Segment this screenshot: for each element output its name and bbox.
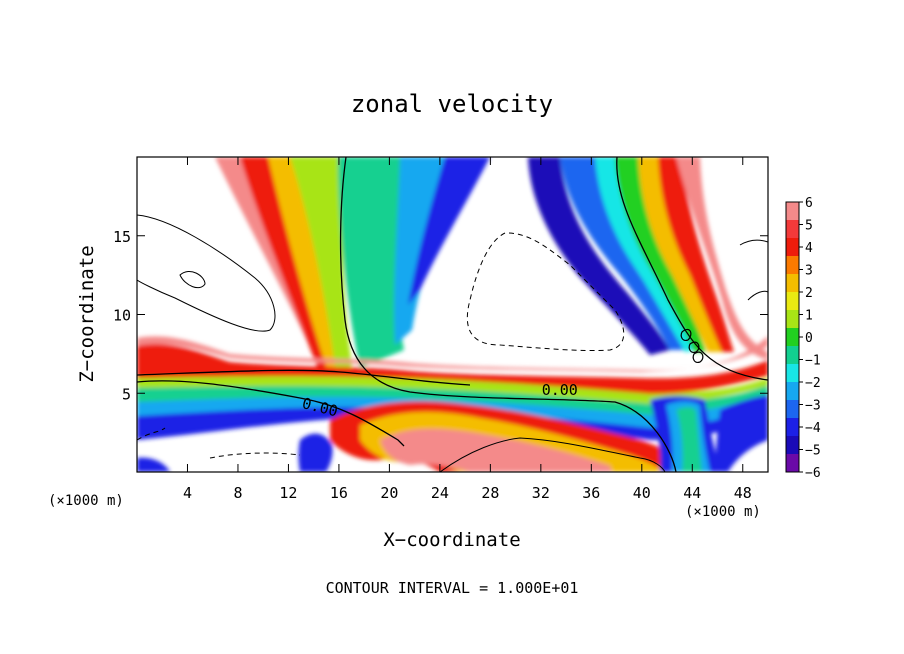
zero-contour-band	[137, 369, 471, 386]
velocity-band	[615, 157, 706, 352]
colorbar-segment	[786, 238, 799, 257]
colorbar-label: −4	[805, 421, 821, 436]
y-tick-label: 15	[113, 228, 131, 246]
colorbar-label: 6	[805, 196, 813, 211]
colorbar-label: −5	[805, 444, 821, 459]
y-tick-label: 5	[122, 385, 131, 403]
colorbar-segment	[786, 346, 799, 365]
zero-contour-left	[137, 380, 405, 447]
velocity-band	[137, 379, 768, 415]
colorbar-segment	[786, 400, 799, 419]
x-tick-label: 12	[279, 484, 297, 502]
colorbar-label: −6	[805, 466, 821, 481]
velocity-band	[676, 157, 768, 360]
colorbar-segment	[786, 202, 799, 221]
x-axis-label: X−coordinate	[383, 529, 520, 551]
y-axis: 5 10 15	[113, 228, 768, 403]
colorbar-segment	[786, 382, 799, 401]
colorbar-label: −3	[805, 399, 821, 414]
negative-contour-edge	[137, 427, 166, 441]
small-contour-1	[680, 328, 692, 341]
colorbar-label: 1	[805, 309, 813, 324]
x-unit-label-left: (×1000 m)	[48, 493, 124, 509]
velocity-band	[338, 157, 410, 368]
x-axis: 4 8 12 16 20 24 28 32 36 40 44 48	[183, 157, 752, 502]
x-tick-label: 8	[233, 484, 242, 502]
velocity-band	[676, 407, 702, 472]
velocity-band	[268, 157, 338, 378]
velocity-band	[658, 157, 734, 352]
y-tick-label: 10	[113, 307, 131, 325]
x-tick-label: 32	[532, 484, 550, 502]
plot-area: 0.000.00	[137, 157, 768, 472]
colorbar-label: 5	[805, 219, 813, 234]
velocity-band	[408, 157, 490, 305]
x-tick-label: 24	[431, 484, 449, 502]
contour-label: 0.00	[542, 381, 578, 399]
x-tick-label: 28	[481, 484, 499, 502]
velocity-band	[380, 428, 612, 472]
colorbar-label: −1	[805, 354, 821, 369]
x-tick-label: 40	[633, 484, 651, 502]
positive-contour-loop	[179, 270, 206, 289]
colorbar-segment	[786, 436, 799, 455]
contour-lines	[137, 157, 768, 472]
velocity-band	[137, 371, 768, 404]
y-axis-label: Z−coordinate	[76, 245, 98, 382]
colorbar-segment	[786, 454, 799, 473]
velocity-band	[137, 343, 768, 394]
negative-contour-lower	[209, 452, 301, 459]
velocity-band	[240, 157, 336, 380]
colorbar-segment	[786, 292, 799, 311]
colorbar-segment	[786, 310, 799, 329]
velocity-band	[290, 157, 352, 374]
x-tick-label: 44	[683, 484, 701, 502]
zero-contour-vertical	[339, 157, 677, 472]
colorbar-segment	[786, 256, 799, 275]
colorbar-segment	[786, 418, 799, 437]
x-tick-label: 20	[380, 484, 398, 502]
velocity-band	[528, 157, 670, 355]
velocity-band	[715, 395, 768, 472]
colorbar-label: 3	[805, 264, 813, 279]
zero-contour-right	[616, 157, 768, 381]
positive-contour-right-lower	[747, 290, 768, 301]
x-unit-label-right: (×1000 m)	[685, 504, 761, 520]
colorbar-segment	[786, 274, 799, 293]
small-contour-2	[688, 341, 700, 353]
chart-title: zonal velocity	[351, 90, 553, 118]
colorbar-label: −2	[805, 376, 821, 391]
x-tick-label: 36	[582, 484, 600, 502]
positive-contour-left	[137, 214, 276, 332]
contour-interval-note: CONTOUR INTERVAL = 1.000E+01	[326, 579, 579, 597]
colorbar-label: 4	[805, 241, 813, 256]
x-tick-label: 4	[183, 484, 192, 502]
small-contour-3	[692, 351, 704, 363]
colorbar-segment	[786, 328, 799, 347]
colorbar-segment	[786, 364, 799, 383]
colorbar: 6 5 4 3 2 1 0 −1 −2 −3 −4 −5 −6	[785, 196, 821, 481]
positive-contour-right	[739, 239, 768, 246]
velocity-band	[298, 433, 333, 472]
velocity-band	[638, 157, 722, 352]
velocity-field	[137, 157, 768, 472]
x-tick-label: 16	[330, 484, 348, 502]
x-tick-label: 48	[734, 484, 752, 502]
colorbar-label: 2	[805, 286, 813, 301]
colorbar-label: 0	[805, 331, 813, 346]
velocity-band	[137, 457, 170, 472]
negative-contour-upper	[466, 232, 625, 352]
positive-contour-bottom	[439, 437, 666, 472]
colorbar-segment	[786, 220, 799, 239]
